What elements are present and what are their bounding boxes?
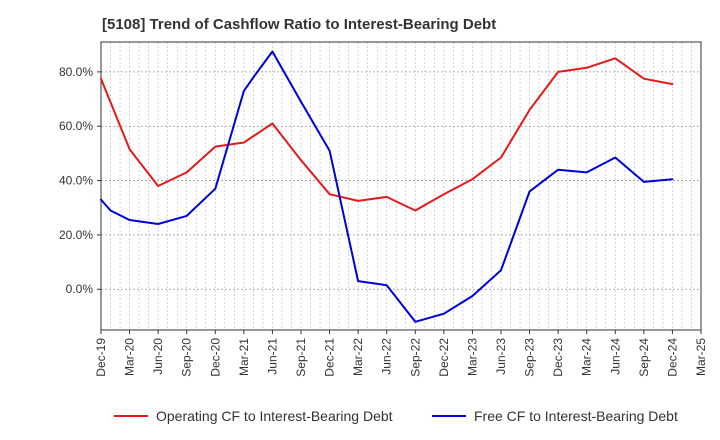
line-chart: 0.0% 20.0% 40.0% 60.0% 80.0% Dec-19 Mar-20 Jun-… (59, 41, 708, 377)
x-tick-label: Dec-22 (437, 338, 451, 377)
x-tick-label: Jun-22 (380, 338, 394, 375)
legend-item-free-cf: Free CF to Interest-Bearing Debt (432, 404, 678, 428)
x-tick-label: Mar-22 (351, 338, 365, 376)
y-tick-label: 20.0% (59, 228, 93, 242)
y-tick-label: 40.0% (59, 174, 93, 188)
x-tick-label: Jun-23 (494, 338, 508, 375)
legend-label-operating-cf: Operating CF to Interest-Bearing Debt (156, 408, 393, 424)
x-tick-label: Dec-21 (323, 338, 337, 377)
x-tick-label: Mar-24 (580, 338, 594, 376)
plot-frame (100, 41, 702, 331)
series-line-free-cf (100, 50, 674, 323)
x-tick-label: Jun-20 (151, 338, 165, 375)
x-tick-label: Mar-25 (694, 338, 708, 376)
legend: Operating CF to Interest-Bearing Debt Fr… (0, 404, 720, 428)
y-tick-label: 0.0% (66, 282, 94, 296)
x-tick-label: Sep-24 (637, 338, 651, 377)
x-tick-label: Mar-20 (123, 338, 137, 376)
axes (97, 41, 702, 334)
legend-swatch-free-cf (432, 415, 466, 417)
x-tick-label: Sep-21 (294, 338, 308, 377)
x-tick-label: Dec-24 (665, 338, 679, 377)
x-tick-label: Sep-22 (408, 338, 422, 377)
grid-lines (100, 42, 702, 330)
y-tick-label: 80.0% (59, 65, 93, 79)
y-tick-label: 60.0% (59, 119, 93, 133)
x-tick-label: Sep-23 (523, 338, 537, 377)
series-line-operating-cf (100, 57, 674, 212)
x-tick-label: Mar-21 (237, 338, 251, 376)
x-tick-label: Mar-23 (465, 338, 479, 376)
series-lines (100, 50, 674, 323)
legend-label-free-cf: Free CF to Interest-Bearing Debt (474, 408, 678, 424)
x-tick-label: Sep-20 (180, 338, 194, 377)
x-tick-label: Jun-21 (265, 338, 279, 375)
legend-swatch-operating-cf (114, 415, 148, 417)
legend-item-operating-cf: Operating CF to Interest-Bearing Debt (114, 404, 393, 428)
x-tick-label: Jun-24 (608, 338, 622, 375)
x-tick-label: Dec-20 (208, 338, 222, 377)
x-tick-label: Dec-23 (551, 338, 565, 377)
tick-labels: 0.0% 20.0% 40.0% 60.0% 80.0% Dec-19 Mar-20 Jun-… (59, 65, 708, 377)
x-tick-label: Dec-19 (94, 338, 108, 377)
chart-title: [5108] Trend of Cashflow Ratio to Intere… (102, 16, 497, 33)
